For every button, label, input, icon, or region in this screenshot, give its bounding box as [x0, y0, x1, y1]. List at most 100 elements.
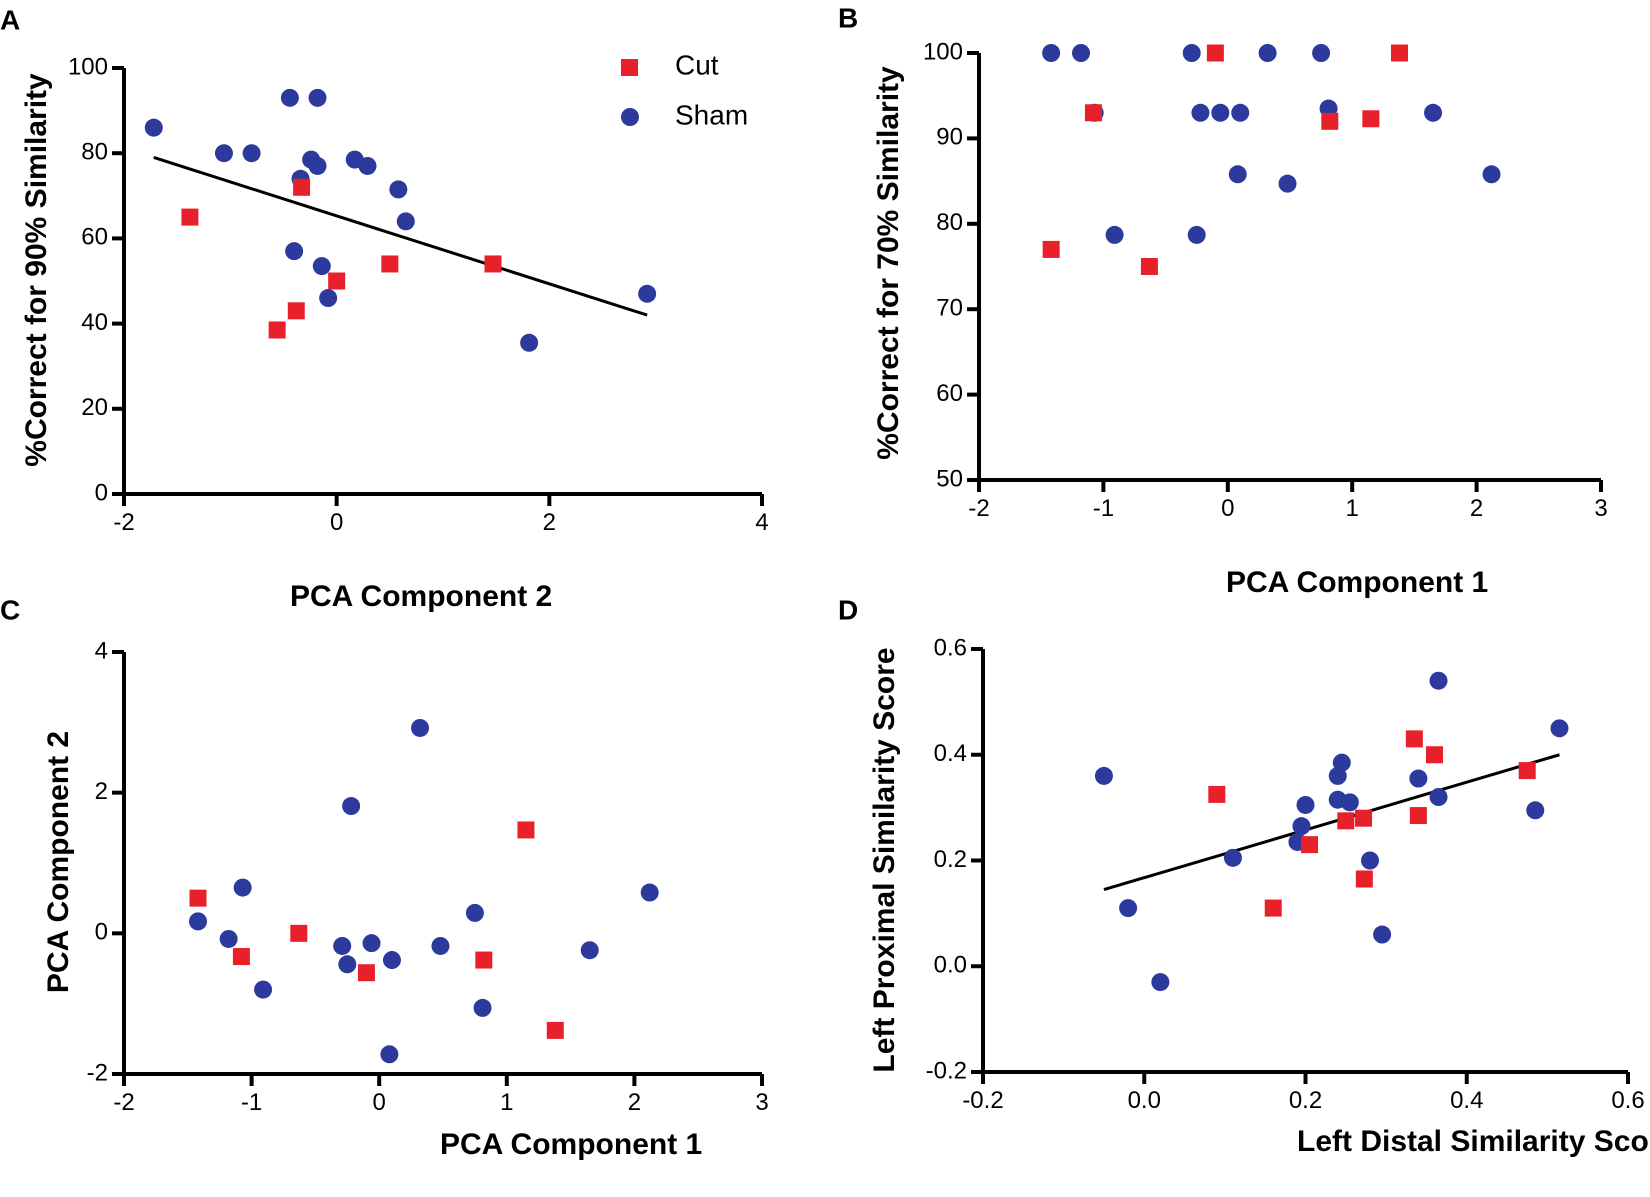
cut-point	[546, 1021, 564, 1039]
x-tick-label: 0.2	[1289, 1087, 1322, 1114]
panel-letter: B	[838, 2, 858, 33]
cut-point	[1206, 44, 1224, 62]
sham-point	[1187, 225, 1206, 244]
sham-point	[1361, 851, 1379, 870]
cut-point	[517, 821, 535, 839]
y-tick-label: 100	[68, 53, 108, 80]
cut-point	[1264, 899, 1282, 917]
sham-point	[580, 941, 599, 960]
y-tick-label: 90	[936, 124, 963, 151]
sham-point	[1191, 103, 1210, 122]
sham-point	[308, 88, 327, 107]
sham-point	[1258, 44, 1277, 62]
sham-point	[1409, 769, 1428, 788]
cut-point	[287, 302, 305, 320]
y-tick-label: 40	[81, 309, 108, 336]
panel-letter: C	[0, 594, 20, 625]
sham-point	[1211, 103, 1230, 122]
y-tick-label: 80	[81, 139, 108, 166]
sham-point	[1429, 671, 1448, 690]
square-marker-icon	[621, 59, 638, 76]
panel-c: C -2 0 2 4 -2 -1 0 1 2 3 PCA Component 1 PCA Compone…	[0, 594, 769, 1161]
sham-point	[189, 912, 208, 931]
sham-point	[431, 936, 450, 955]
sham-point	[1151, 973, 1170, 992]
sham-point	[411, 718, 430, 737]
sham-point	[1223, 848, 1242, 867]
sham-point	[219, 929, 238, 948]
sham-point	[638, 284, 657, 303]
x-tick-label: 0.4	[1450, 1087, 1483, 1114]
circle-marker-icon	[621, 108, 639, 126]
x-tick-label: 4	[755, 509, 768, 536]
sham-point	[1373, 925, 1392, 944]
x-tick-label: -2	[113, 509, 134, 536]
x-tick-label: 2	[628, 1089, 641, 1116]
x-tick-label: -2	[968, 495, 989, 522]
sham-point	[465, 903, 484, 922]
x-tick-label: 0.0	[1128, 1087, 1161, 1114]
sham-point	[1094, 766, 1113, 785]
sham-point	[1526, 801, 1545, 820]
cut-point	[1042, 240, 1060, 258]
y-tick-label: 100	[923, 38, 963, 65]
y-tick-label: 20	[81, 394, 108, 421]
y-tick-label: 70	[936, 295, 963, 322]
sham-point	[254, 980, 273, 999]
cut-point	[268, 321, 286, 339]
x-tick-label: -1	[241, 1089, 262, 1116]
regression-line	[1103, 753, 1560, 892]
cut-point	[484, 255, 502, 273]
cut-point	[357, 964, 375, 982]
cut-point	[1409, 807, 1427, 825]
y-tick-label: 50	[936, 465, 963, 492]
panel-letter: A	[0, 4, 20, 35]
y-tick-label: 0	[95, 919, 108, 946]
sham-point	[382, 951, 401, 970]
sham-point	[1278, 174, 1297, 193]
x-axis-title: PCA Component 1	[440, 1128, 702, 1161]
y-axis-title: Left Proximal Similarity Score	[868, 647, 901, 1072]
sham-point	[1332, 753, 1351, 772]
sham-point	[640, 883, 659, 902]
sham-point	[1292, 817, 1311, 836]
y-axis-title: PCA Component 2	[42, 731, 75, 993]
x-axis-title: PCA Component 2	[290, 580, 552, 613]
y-tick-label: 60	[936, 380, 963, 407]
cut-point	[1518, 762, 1536, 780]
cut-point	[290, 924, 308, 942]
x-tick-label: -2	[113, 1089, 134, 1116]
sham-point	[214, 144, 233, 163]
sham-point	[1231, 103, 1250, 122]
y-tick-label: 0.0	[934, 952, 967, 979]
sham-point	[319, 289, 338, 308]
y-tick-label: 0.6	[934, 634, 967, 661]
sham-point	[473, 998, 492, 1017]
sham-point	[520, 333, 539, 352]
cut-point	[1208, 785, 1226, 803]
sham-point	[380, 1045, 399, 1064]
x-tick-label: 2	[543, 509, 556, 536]
cut-point	[1321, 112, 1339, 130]
sham-point	[1228, 165, 1247, 184]
y-axis-title: %Correct for 90% Similarity	[20, 73, 53, 467]
cut-point	[232, 948, 250, 966]
sham-point	[312, 257, 331, 276]
sham-point	[396, 212, 415, 231]
sham-point	[333, 936, 352, 955]
sham-point	[1105, 225, 1124, 244]
x-axis-title: Left Distal Similarity Score	[1297, 1125, 1650, 1158]
x-tick-label: 0	[1221, 495, 1234, 522]
sham-point	[1482, 165, 1501, 184]
sham-point	[338, 955, 357, 974]
sham-point	[1424, 103, 1443, 122]
sham-point	[144, 118, 163, 137]
sham-point	[1429, 788, 1448, 807]
cut-point	[1337, 812, 1355, 830]
cut-point	[475, 951, 493, 969]
sham-point	[389, 180, 408, 199]
cut-point	[1084, 104, 1102, 122]
cut-point	[1301, 836, 1319, 854]
y-tick-label: 0	[95, 479, 108, 506]
